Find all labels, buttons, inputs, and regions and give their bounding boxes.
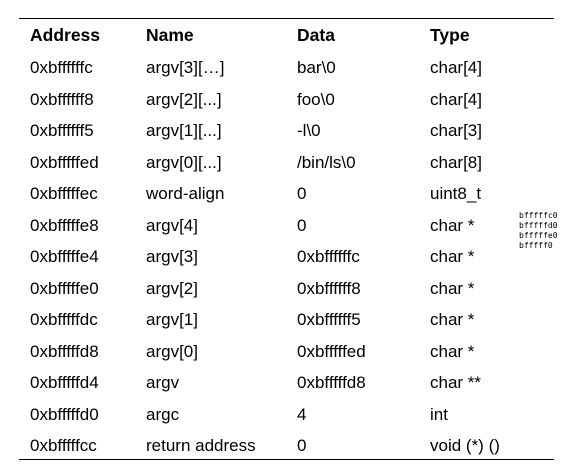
cell-address: 0xbfffffd0 bbox=[30, 404, 99, 424]
header-type: Type bbox=[430, 25, 470, 45]
cell-address: 0xbfffffe0 bbox=[30, 278, 99, 298]
cell-name: argv[3][…] bbox=[146, 58, 225, 77]
bottom-rule bbox=[19, 459, 554, 460]
cell-name: argv[4] bbox=[146, 215, 198, 235]
cell-data: 0xbffffff8 bbox=[297, 278, 361, 298]
table-row: 0xbfffffcc return address 0 void (*) () bbox=[0, 430, 563, 461]
cell-type: char[4] bbox=[430, 58, 482, 77]
cell-name: argc bbox=[146, 404, 180, 424]
cell-name: argv[2] bbox=[146, 278, 198, 298]
table-row: 0xbfffffe8 argv[4] 0 char * bbox=[0, 210, 563, 241]
cell-address: 0xbfffffe8 bbox=[30, 215, 99, 235]
cell-type: char * bbox=[430, 215, 475, 235]
cell-data: foo\0 bbox=[297, 89, 335, 109]
cell-type: void (*) () bbox=[430, 436, 500, 455]
cell-name: argv[0][...] bbox=[146, 152, 222, 172]
cell-data: 0 bbox=[297, 436, 307, 455]
header-name: Name bbox=[146, 25, 194, 45]
table-row: 0xbfffffec word-align 0 uint8_t bbox=[0, 178, 563, 209]
cell-name: return address bbox=[146, 436, 256, 455]
cell-data: 0 bbox=[297, 215, 307, 235]
cell-address: 0xbfffffd4 bbox=[30, 373, 99, 392]
table-row: 0xbfffffd0 argc 4 int bbox=[0, 399, 563, 430]
cell-data: bar\0 bbox=[297, 58, 336, 77]
table-row: 0xbfffffed argv[0][...] /bin/ls\0 char[8… bbox=[0, 147, 563, 178]
cell-name: word-align bbox=[146, 184, 225, 203]
cell-data: 0xbffffff5 bbox=[297, 310, 361, 329]
cell-data: 0xbffffffc bbox=[297, 247, 360, 266]
cell-name: argv[0] bbox=[146, 341, 198, 361]
cell-name: argv[3] bbox=[146, 247, 198, 266]
side-address-notes: bfffffc0 bfffffd0 bfffffe0 bfffff0 bbox=[519, 211, 561, 251]
header-address: Address bbox=[30, 25, 101, 45]
cell-type: int bbox=[430, 404, 448, 424]
cell-type: char[4] bbox=[430, 89, 482, 109]
table-row: 0xbfffffe4 argv[3] 0xbffffffc char * bbox=[0, 241, 563, 272]
cell-data: 4 bbox=[297, 404, 307, 424]
cell-data: 0xbfffffed bbox=[297, 341, 366, 361]
cell-data: 0xbfffffd8 bbox=[297, 373, 366, 392]
cell-type: char * bbox=[430, 341, 475, 361]
side-note: bfffff0 bbox=[519, 241, 553, 250]
side-note: bfffffc0 bbox=[519, 211, 558, 220]
table-row: 0xbffffffc argv[3][…] bar\0 char[4] bbox=[0, 52, 563, 83]
cell-address: 0xbffffff5 bbox=[30, 121, 94, 140]
cell-address: 0xbfffffe4 bbox=[30, 247, 99, 266]
cell-address: 0xbfffffdc bbox=[30, 310, 98, 329]
table-row: 0xbffffff5 argv[1][...] -l\0 char[3] bbox=[0, 115, 563, 146]
cell-name: argv[1] bbox=[146, 310, 198, 329]
header-data: Data bbox=[297, 25, 335, 45]
top-rule bbox=[19, 18, 554, 19]
cell-type: char * bbox=[430, 310, 475, 329]
cell-name: argv bbox=[146, 373, 180, 392]
cell-address: 0xbffffffc bbox=[30, 58, 93, 77]
cell-data: 0 bbox=[297, 184, 307, 203]
cell-address: 0xbfffffd8 bbox=[30, 341, 99, 361]
table-row: 0xbfffffd4 argv 0xbfffffd8 char ** bbox=[0, 367, 563, 398]
cell-type: char[8] bbox=[430, 152, 482, 172]
cell-type: char * bbox=[430, 247, 475, 266]
cell-data: -l\0 bbox=[297, 121, 321, 140]
table-row: 0xbffffff8 argv[2][...] foo\0 char[4] bbox=[0, 84, 563, 115]
table-row: 0xbfffffe0 argv[2] 0xbffffff8 char * bbox=[0, 273, 563, 304]
cell-name: argv[2][...] bbox=[146, 89, 222, 109]
cell-type: char[3] bbox=[430, 121, 482, 140]
cell-address: 0xbfffffec bbox=[30, 184, 98, 203]
cell-type: char * bbox=[430, 278, 475, 298]
table-row: 0xbfffffd8 argv[0] 0xbfffffed char * bbox=[0, 336, 563, 367]
cell-address: 0xbfffffcc bbox=[30, 436, 97, 455]
cell-name: argv[1][...] bbox=[146, 121, 222, 140]
cell-type: char ** bbox=[430, 373, 482, 392]
side-note: bfffffe0 bbox=[519, 231, 558, 240]
cell-data: /bin/ls\0 bbox=[297, 152, 356, 172]
table-row: 0xbfffffdc argv[1] 0xbffffff5 char * bbox=[0, 304, 563, 335]
cell-type: uint8_t bbox=[430, 184, 482, 203]
cell-address: 0xbffffff8 bbox=[30, 89, 94, 109]
cell-address: 0xbfffffed bbox=[30, 152, 99, 172]
table-header-row: Address Name Data Type bbox=[0, 20, 563, 51]
side-note: bfffffd0 bbox=[519, 221, 558, 230]
